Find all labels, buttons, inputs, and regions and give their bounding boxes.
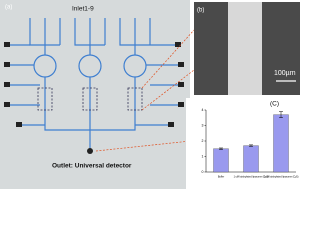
bar	[213, 148, 229, 173]
outlet-label: Outlet: Universal detector	[52, 163, 132, 170]
channels	[8, 18, 178, 150]
bar	[273, 114, 289, 173]
x-tick-label: Buffer	[218, 176, 225, 179]
scale-label: 100µm	[274, 70, 296, 77]
y-tick-label: 0	[202, 170, 204, 174]
panel-label: (C)	[270, 101, 279, 108]
connectors	[4, 42, 184, 154]
error-bar	[219, 147, 223, 150]
y-tick-label: 3	[202, 123, 204, 127]
y-tick-label: 2	[202, 139, 204, 143]
figure: (a) Inlet1-9 Outlet: Universal detector …	[0, 0, 300, 189]
chip-photo	[0, 0, 190, 189]
x-tick-label: 1 uM biotinylated liposome (Cy3)	[234, 176, 269, 179]
panel-label: (b)	[197, 8, 204, 14]
y-tick-label: 4	[202, 108, 204, 112]
inlet-label: Inlet1-9	[72, 6, 94, 13]
error-bar	[249, 144, 253, 147]
bar	[243, 145, 259, 173]
x-tick-label: 1 uM biotinylated liposome (Cy5)	[264, 176, 299, 179]
bright-channel	[228, 2, 262, 95]
error-bar	[279, 111, 283, 118]
y-tick-label: 1	[202, 154, 204, 158]
panel-label: (a)	[5, 5, 12, 11]
detection-zones	[37, 87, 143, 111]
callout-lines	[95, 29, 201, 152]
